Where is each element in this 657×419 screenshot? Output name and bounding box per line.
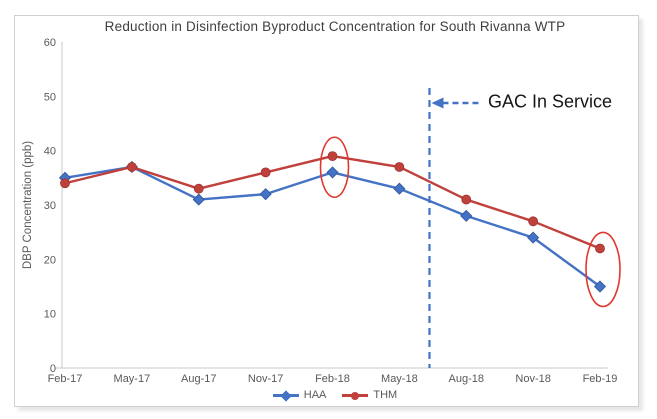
- y-tick-label: 0: [50, 363, 56, 375]
- data-point-haa: [192, 193, 205, 206]
- y-tick-label: 30: [44, 200, 56, 212]
- chart-frame: [14, 15, 639, 407]
- data-point-haa: [326, 166, 339, 179]
- x-tick-label: Feb-19: [583, 373, 618, 385]
- x-tick-label: May-18: [381, 373, 418, 385]
- y-tick-label: 60: [44, 37, 56, 49]
- chart-title: Reduction in Disinfection Byproduct Conc…: [104, 19, 566, 34]
- legend-diamond-icon: [272, 389, 299, 402]
- highlight-ellipse-feb-19: [585, 231, 621, 308]
- data-point-haa: [593, 280, 607, 293]
- diamond-marker-icon: [280, 389, 292, 402]
- legend-circle-icon: [342, 391, 369, 400]
- legend: HAA THM: [62, 387, 608, 404]
- data-point-thm: [461, 194, 472, 205]
- legend-item-haa: HAA: [272, 389, 327, 402]
- x-tick-label: Nov-18: [515, 373, 550, 385]
- x-tick-label: Feb-17: [48, 373, 83, 385]
- data-point-thm: [193, 183, 204, 194]
- x-tick-label: Aug-18: [449, 373, 484, 385]
- gac-annotation-label: GAC In Service: [488, 91, 613, 112]
- y-tick-label: 10: [44, 309, 56, 321]
- data-point-thm: [126, 162, 137, 172]
- y-tick-label: 40: [44, 146, 56, 158]
- data-point-thm: [327, 151, 338, 162]
- x-tick-label: May-17: [114, 373, 151, 385]
- data-point-haa: [259, 188, 272, 201]
- x-tick-label: Feb-18: [315, 373, 350, 385]
- y-tick-label: 50: [44, 91, 56, 103]
- series-line-haa: [64, 165, 601, 288]
- legend-label-thm: THM: [373, 389, 398, 401]
- x-tick-label: Aug-17: [181, 373, 216, 385]
- data-point-thm: [595, 243, 605, 254]
- data-point-thm: [260, 167, 271, 178]
- data-point-thm: [528, 216, 539, 227]
- legend-label-haa: HAA: [303, 389, 327, 401]
- y-tick-label: 20: [44, 254, 56, 266]
- data-point-haa: [393, 182, 406, 195]
- data-point-thm: [60, 178, 70, 189]
- data-point-thm: [394, 162, 405, 172]
- circle-marker-icon: [351, 391, 360, 400]
- x-tick-label: Nov-17: [248, 373, 283, 385]
- data-point-haa: [527, 231, 540, 244]
- gac-arrow-head-icon: [431, 97, 444, 109]
- data-point-haa: [460, 209, 473, 222]
- highlight-ellipse-feb-18: [319, 136, 350, 199]
- legend-item-thm: THM: [342, 390, 397, 401]
